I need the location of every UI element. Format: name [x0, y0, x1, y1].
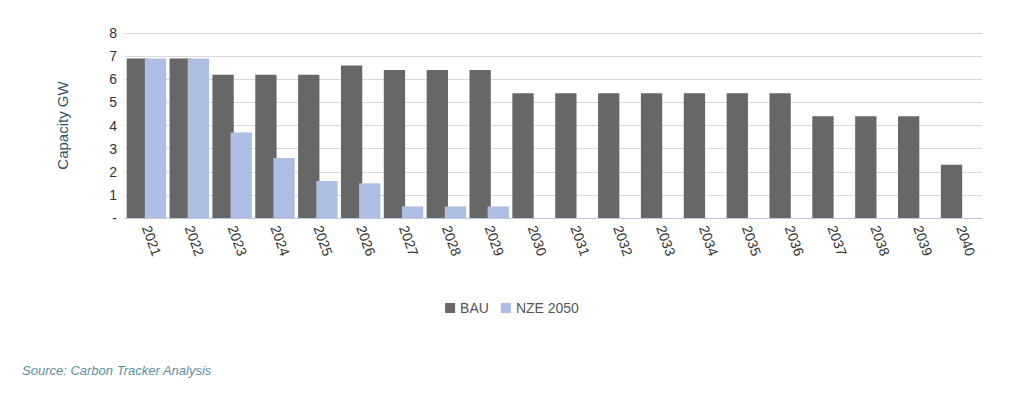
svg-text:NZE 2050: NZE 2050	[516, 300, 579, 316]
svg-text:2028: 2028	[439, 223, 465, 258]
svg-text:2024: 2024	[267, 223, 293, 258]
svg-text:2030: 2030	[525, 223, 551, 258]
svg-text:2027: 2027	[396, 223, 422, 258]
svg-text:2037: 2037	[825, 223, 851, 258]
svg-text:2026: 2026	[353, 223, 379, 258]
svg-text:2039: 2039	[910, 223, 936, 258]
svg-text:2029: 2029	[482, 223, 508, 258]
svg-text:5: 5	[109, 94, 117, 110]
svg-text:6: 6	[109, 71, 117, 87]
svg-text:1: 1	[109, 187, 117, 203]
svg-text:2031: 2031	[567, 223, 593, 258]
svg-text:Source: Carbon Tracker Analysi: Source: Carbon Tracker Analysis	[22, 363, 212, 378]
svg-text:Capacity GW: Capacity GW	[54, 80, 71, 169]
svg-text:8: 8	[109, 25, 117, 41]
svg-text:2022: 2022	[182, 223, 208, 258]
svg-text:3: 3	[109, 141, 117, 157]
svg-text:2035: 2035	[739, 223, 765, 258]
svg-text:2032: 2032	[610, 223, 636, 258]
svg-text:2021: 2021	[139, 223, 165, 258]
svg-text:2036: 2036	[782, 223, 808, 258]
svg-text:2025: 2025	[310, 223, 336, 258]
svg-text:BAU: BAU	[460, 300, 489, 316]
svg-text:2040: 2040	[953, 223, 979, 258]
svg-text:2038: 2038	[867, 223, 893, 258]
svg-text:4: 4	[109, 118, 117, 134]
svg-text:2033: 2033	[653, 223, 679, 258]
svg-text:-: -	[112, 210, 117, 226]
svg-text:2023: 2023	[225, 223, 251, 258]
svg-text:7: 7	[109, 48, 117, 64]
svg-text:2: 2	[109, 164, 117, 180]
svg-text:2034: 2034	[696, 223, 722, 258]
